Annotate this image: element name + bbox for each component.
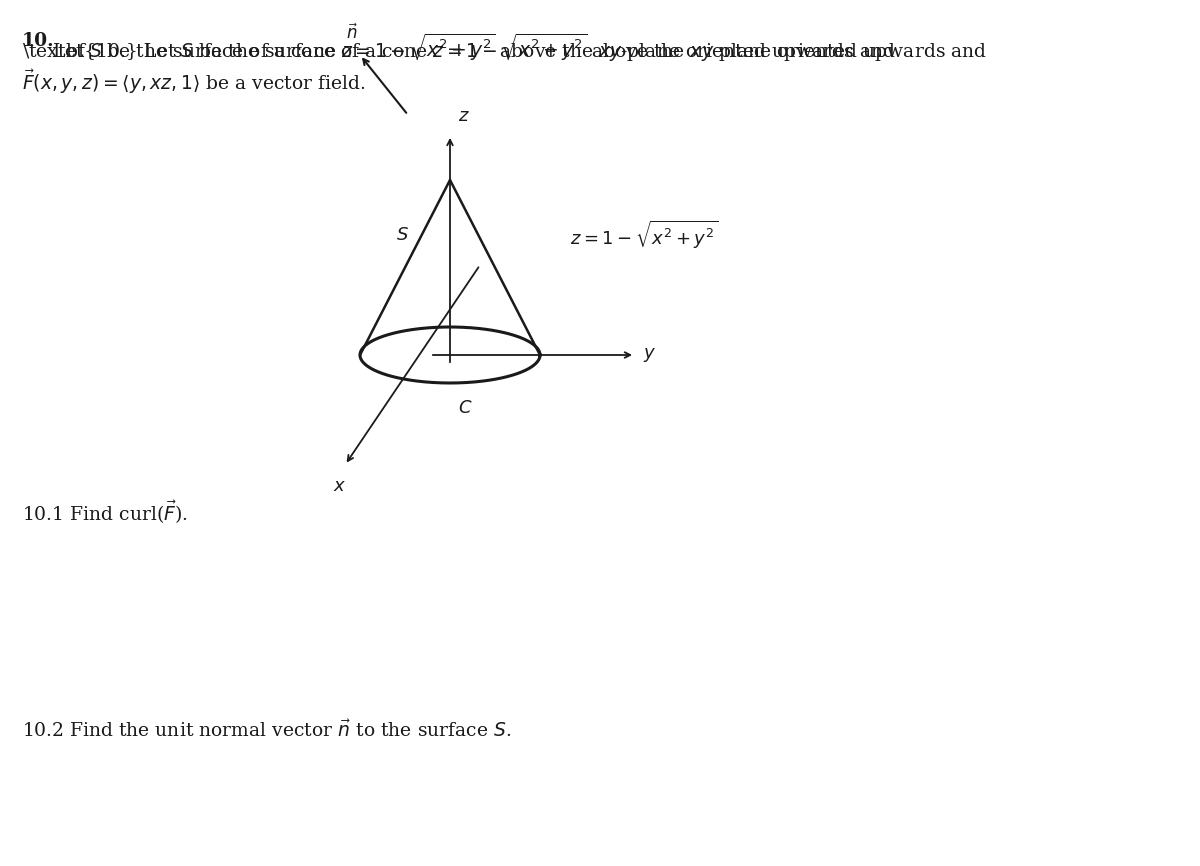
Text: $x$: $x$ — [334, 477, 347, 495]
Text: \textbf{10.} Let $S$ be the surface of a cone $z = 1 - \sqrt{x^2 + y^2}$ above t: \textbf{10.} Let $S$ be the surface of a… — [22, 32, 988, 64]
Text: $\vec{n}$: $\vec{n}$ — [346, 23, 358, 43]
Text: 10.2 Find the unit normal vector $\vec{n}$ to the surface $S$.: 10.2 Find the unit normal vector $\vec{n… — [22, 720, 511, 741]
Text: 10.1 Find curl($\vec{F}$).: 10.1 Find curl($\vec{F}$). — [22, 498, 188, 525]
Text: Let $S$ be the surface of a cone $z = 1 - \sqrt{x^2 + y^2}$ above the $xy$-plane: Let $S$ be the surface of a cone $z = 1 … — [52, 32, 895, 64]
Text: 10.: 10. — [22, 32, 55, 50]
Text: $y$: $y$ — [643, 346, 656, 364]
Text: $z = 1 - \sqrt{x^2 + y^2}$: $z = 1 - \sqrt{x^2 + y^2}$ — [570, 219, 718, 251]
Text: $C$: $C$ — [457, 399, 473, 417]
Text: $z$: $z$ — [458, 107, 470, 125]
Text: $\vec{F}(x, y, z) = \langle y, xz, 1 \rangle$ be a vector field.: $\vec{F}(x, y, z) = \langle y, xz, 1 \ra… — [22, 68, 366, 96]
Text: $S$: $S$ — [396, 226, 408, 244]
